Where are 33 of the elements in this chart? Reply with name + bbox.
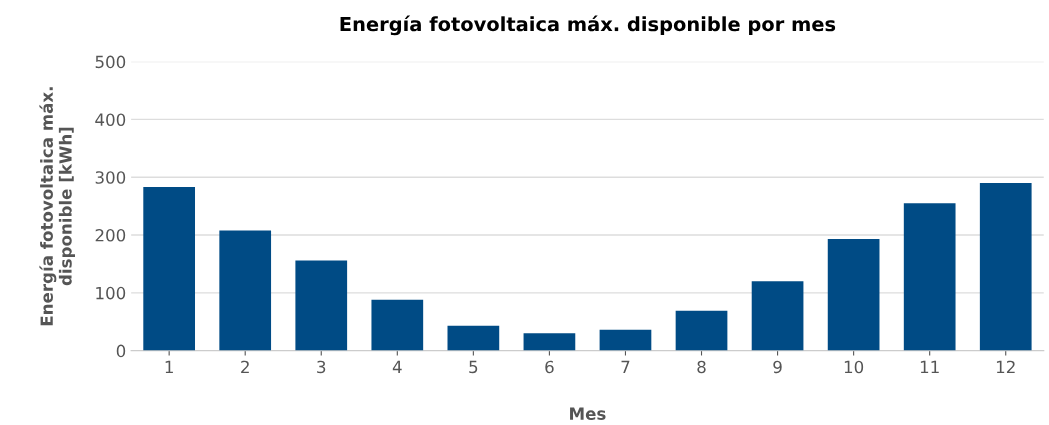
y-axis-title: Energía fotovoltaica máx. disponible [kWh] bbox=[39, 87, 76, 326]
y-tick-label: 500 bbox=[95, 55, 126, 69]
x-tick-label: 9 bbox=[773, 360, 782, 374]
y-tick-label: 200 bbox=[95, 228, 126, 242]
x-tick-label: 3 bbox=[317, 360, 326, 374]
bar bbox=[371, 299, 424, 351]
x-tick-label: 5 bbox=[469, 360, 478, 374]
bar bbox=[295, 260, 348, 351]
x-tick-label: 1 bbox=[165, 360, 173, 374]
chart-title: Energía fotovoltaica máx. disponible por mes bbox=[340, 15, 836, 36]
bar bbox=[827, 239, 880, 351]
x-tick-label: 4 bbox=[392, 360, 402, 374]
x-tick-label: 8 bbox=[697, 360, 706, 374]
bar bbox=[599, 329, 652, 351]
bar bbox=[979, 183, 1032, 351]
x-tick-label: 2 bbox=[241, 360, 249, 374]
y-tick-label: 100 bbox=[96, 286, 126, 300]
bar bbox=[675, 310, 728, 351]
x-tick-label: 12 bbox=[996, 360, 1015, 374]
x-tick-label: 10 bbox=[844, 360, 864, 374]
x-tick-label: 7 bbox=[621, 360, 630, 374]
bar bbox=[523, 333, 576, 351]
bar bbox=[751, 281, 804, 351]
bar bbox=[219, 230, 272, 351]
bar bbox=[447, 325, 500, 351]
y-tick-label: 300 bbox=[95, 171, 126, 184]
bar bbox=[903, 203, 956, 351]
x-tick-label: 11 bbox=[920, 360, 939, 374]
y-tick-label: 0 bbox=[116, 344, 126, 358]
x-axis-title: Mes bbox=[570, 407, 606, 420]
bar bbox=[143, 187, 196, 351]
x-tick-label: 6 bbox=[545, 360, 554, 374]
y-tick-label: 400 bbox=[95, 113, 126, 126]
